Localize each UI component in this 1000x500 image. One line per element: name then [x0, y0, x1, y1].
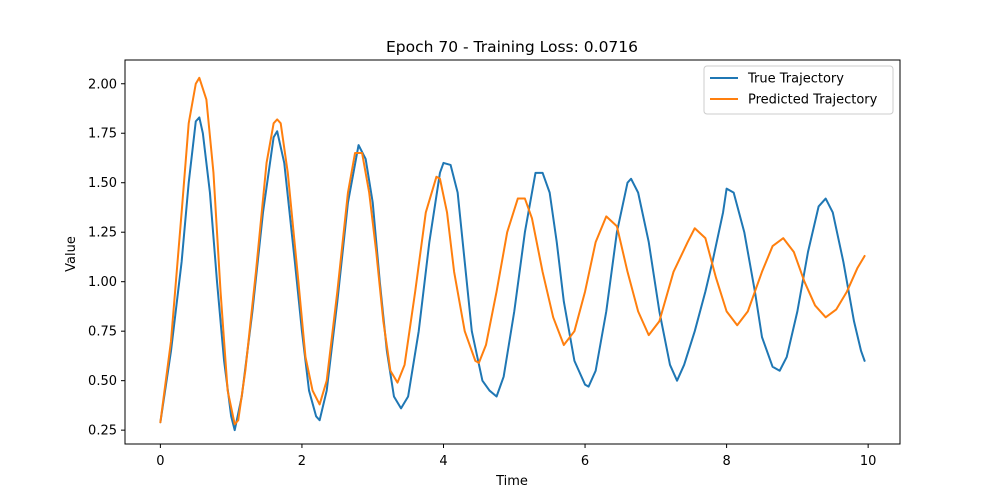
y-tick-label: 1.50: [88, 176, 117, 191]
x-tick-label: 10: [860, 454, 877, 469]
x-axis-label: Time: [495, 474, 528, 489]
y-axis-label: Value: [64, 236, 79, 272]
legend-box: [703, 65, 894, 115]
y-tick-label: 1.75: [88, 127, 117, 142]
plot-area: [159, 76, 866, 432]
x-tick-label: 2: [298, 454, 306, 469]
series-line-predicted-trajectory: [159, 76, 866, 426]
x-tick-label: 4: [439, 454, 447, 469]
x-tick-label: 8: [722, 454, 730, 469]
legend-label: Predicted Trajectory: [748, 93, 878, 108]
series-line-true-trajectory: [159, 116, 866, 432]
axes: 0 2 4 6 8 10 0.25 0.50 0.75 1.00 1.25 1.50 1.75 2.00: [88, 59, 901, 469]
x-tick-label: 0: [156, 454, 164, 469]
y-tick-label: 1.25: [88, 226, 117, 241]
plot-frame: [124, 59, 901, 445]
y-tick-label: 0.25: [88, 424, 117, 439]
y-tick-label: 0.50: [88, 374, 117, 389]
legend: True Trajectory Predicted Trajectory: [703, 65, 894, 115]
y-tick-label: 1.00: [88, 275, 117, 290]
y-tick-label: 2.00: [88, 77, 117, 92]
y-tick-label: 0.75: [88, 325, 117, 340]
chart-title: Epoch 70 - Training Loss: 0.0716: [386, 38, 638, 56]
legend-label: True Trajectory: [747, 72, 844, 87]
x-tick-label: 6: [581, 454, 589, 469]
